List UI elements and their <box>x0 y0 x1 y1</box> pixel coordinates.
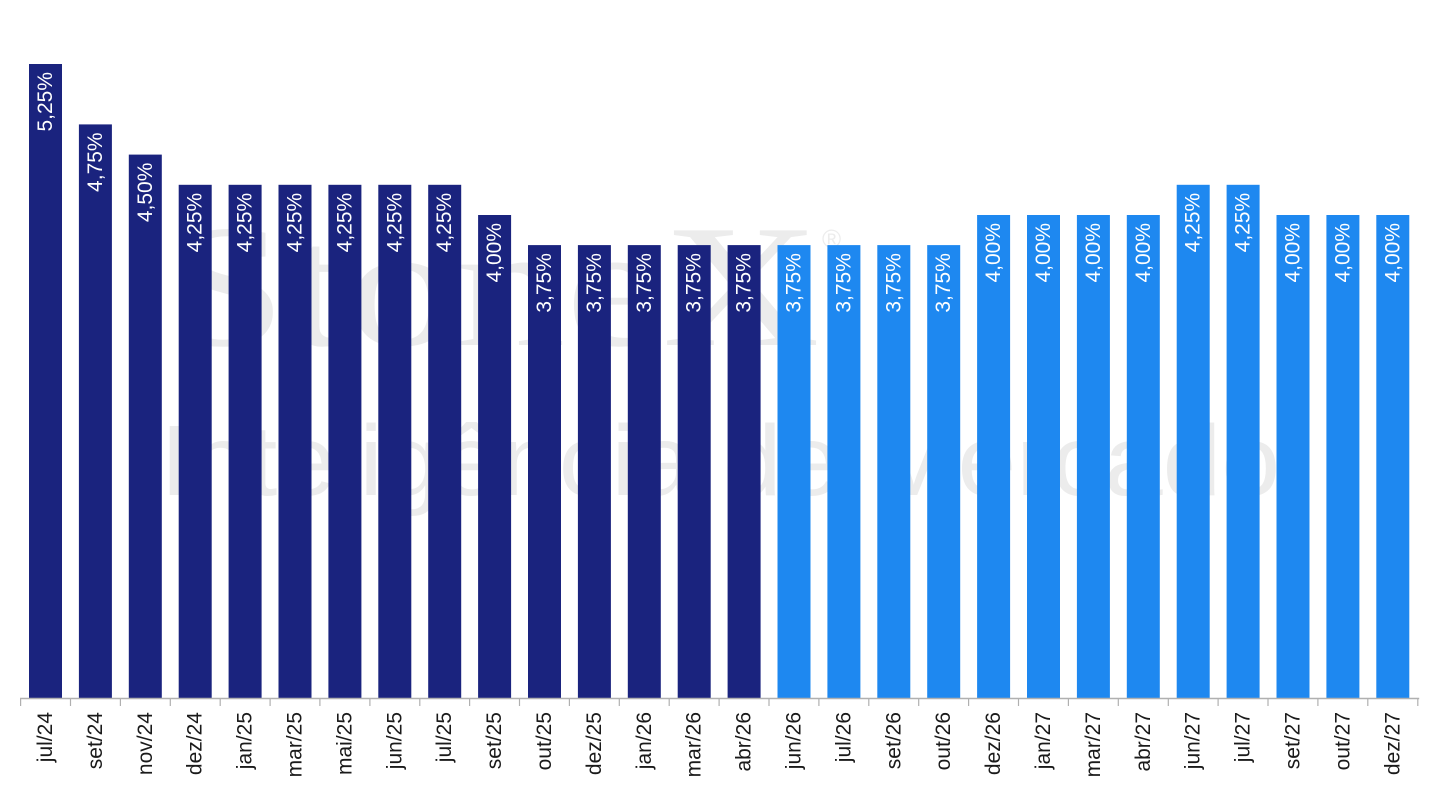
bar-value-label: 4,25% <box>333 193 356 253</box>
x-tick-label: jun/26 <box>783 712 806 770</box>
bar-value-label: 3,75% <box>633 253 656 313</box>
bar <box>1376 215 1410 698</box>
bar <box>1226 184 1260 699</box>
bar <box>977 215 1011 698</box>
bar-value-label: 5,25% <box>34 72 57 132</box>
x-tick-label: dez/26 <box>982 712 1005 775</box>
x-tick-label: abr/27 <box>1132 712 1155 772</box>
x-tick-label: jun/27 <box>1182 712 1205 770</box>
bar-value-label: 4,25% <box>234 193 257 253</box>
bar <box>1176 184 1210 699</box>
x-tick-label: jul/27 <box>1232 712 1255 763</box>
bar-value-label: 4,50% <box>134 163 157 223</box>
x-tick-label: mai/25 <box>333 712 356 775</box>
x-tick-label: dez/25 <box>583 712 606 775</box>
x-tick-label: abr/26 <box>733 712 756 772</box>
bar <box>927 245 961 698</box>
bar-value-label: 3,75% <box>783 253 806 313</box>
bar-value-label: 4,00% <box>1032 223 1055 283</box>
bar-value-label: 3,75% <box>683 253 706 313</box>
x-tick-label: jan/25 <box>234 712 257 770</box>
bar <box>29 64 62 698</box>
bar <box>278 184 312 699</box>
bar <box>877 245 911 698</box>
bar-value-label: 4,25% <box>433 193 456 253</box>
x-tick-label: mar/26 <box>683 712 706 777</box>
bars-group <box>29 64 1410 699</box>
bar <box>128 154 162 699</box>
bar <box>677 245 711 698</box>
x-axis <box>20 697 1420 706</box>
x-tick-label: jul/25 <box>433 712 456 763</box>
bar <box>577 245 611 698</box>
x-tick-label: set/27 <box>1282 712 1305 769</box>
bar-value-label: 4,00% <box>1132 223 1155 283</box>
bar-value-label: 4,00% <box>1381 223 1404 283</box>
bar-value-label: 4,00% <box>1331 223 1354 283</box>
x-tick-label: set/26 <box>882 712 905 769</box>
bar <box>428 184 462 699</box>
watermark: StoneX ® Inteligência de Mercado <box>160 189 1280 517</box>
x-tick-label: jul/26 <box>832 712 855 763</box>
bar-value-label: 4,00% <box>1082 223 1105 283</box>
bar <box>727 245 761 698</box>
bar-value-label: 4,25% <box>1232 193 1255 253</box>
bar <box>827 245 861 698</box>
x-tick-label: out/27 <box>1331 712 1354 770</box>
bar-value-label: 3,75% <box>583 253 606 313</box>
bar-value-label: 3,75% <box>733 253 756 313</box>
bar-value-label: 4,25% <box>184 193 207 253</box>
x-tick-label: out/25 <box>533 712 556 770</box>
x-tick-label: jan/26 <box>633 712 656 770</box>
x-tick-label: jul/24 <box>34 712 57 764</box>
bar <box>1126 215 1160 698</box>
bar <box>627 245 661 698</box>
watermark-subtitle: Inteligência de Mercado <box>160 405 1280 517</box>
bar-value-label: 3,75% <box>832 253 855 313</box>
bar-value-label: 4,25% <box>284 193 307 253</box>
x-tick-label: nov/24 <box>134 712 157 775</box>
bar-value-label: 4,00% <box>1282 223 1305 283</box>
x-tick-label: set/24 <box>84 712 107 770</box>
bar-value-label: 3,75% <box>533 253 556 313</box>
bar <box>78 124 112 698</box>
bar <box>1027 215 1060 698</box>
x-tick-label: mar/27 <box>1082 712 1105 777</box>
bar-value-label: 4,25% <box>383 193 406 253</box>
bar <box>1276 215 1310 698</box>
bar <box>228 184 262 699</box>
bar <box>178 184 212 699</box>
x-tick-label: jan/27 <box>1032 712 1055 770</box>
bar-value-label: 3,75% <box>932 253 955 313</box>
bar-value-label: 4,75% <box>84 132 107 192</box>
x-tick-label: mar/25 <box>284 712 307 777</box>
bar-value-label: 4,00% <box>483 223 506 283</box>
bar <box>478 215 512 698</box>
x-tick-labels-group: jul/24 set/24 nov/24 dez/24 jan/25 mar/25 mai/… <box>34 712 1404 778</box>
bar <box>1326 215 1360 698</box>
x-tick-label: dez/24 <box>184 712 207 775</box>
bar <box>378 184 412 699</box>
bar <box>328 184 362 699</box>
bar-value-label: 3,75% <box>882 253 905 313</box>
bar <box>777 245 811 698</box>
bar-labels-group: 5,25% 4,75% 4,50% 4,25% 4,25% 4,25% 4,25% 4,25%… <box>34 72 1404 313</box>
x-tick-label: dez/27 <box>1381 712 1404 775</box>
bar-value-label: 4,00% <box>982 223 1005 283</box>
bar <box>1076 215 1110 698</box>
bar <box>528 245 561 698</box>
x-tick-label: jun/25 <box>383 712 406 770</box>
x-tick-label: out/26 <box>932 712 955 770</box>
x-tick-label: set/25 <box>483 712 506 769</box>
bar-value-label: 4,25% <box>1182 193 1205 253</box>
